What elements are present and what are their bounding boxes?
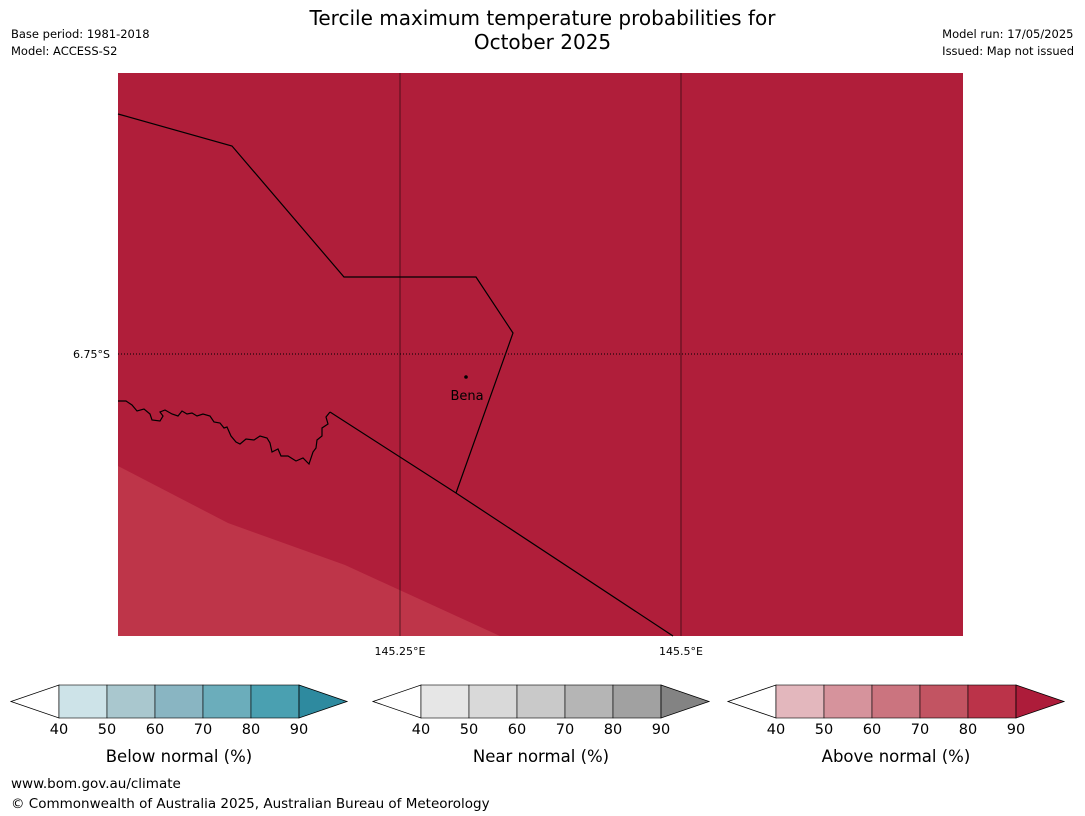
colorbar-tick-label: 80 xyxy=(604,722,622,738)
title-line-1: Tercile maximum temperature probabilitie… xyxy=(309,6,776,30)
colorbar-below-normal: 40 50 60 70 80 90 Below normal (%) xyxy=(9,684,349,766)
colorbar-extend-low xyxy=(371,684,422,719)
colorbar-extend-high xyxy=(660,684,711,719)
colorbar-segment xyxy=(468,684,518,719)
colorbar-extend-high xyxy=(298,684,349,719)
colorbar-segment xyxy=(871,684,921,719)
colorbar-tick-label: 40 xyxy=(767,722,785,738)
colorbar-segment xyxy=(823,684,873,719)
place-label-bena: Bena xyxy=(450,389,483,404)
issued-status: Issued: Map not issued xyxy=(942,44,1074,58)
colorbar-segment xyxy=(967,684,1017,719)
title-line-2: October 2025 xyxy=(473,30,612,54)
colorbar-tick-label: 40 xyxy=(412,722,430,738)
colorbar-extend-low xyxy=(9,684,60,719)
colorbar-tick-label: 70 xyxy=(556,722,574,738)
model-name: Model: ACCESS-S2 xyxy=(11,44,118,58)
probability-fill-lower xyxy=(118,466,500,636)
colorbar-tick-label: 60 xyxy=(508,722,526,738)
colorbar-tick-label: 40 xyxy=(50,722,68,738)
colorbar-above-normal: 40 50 60 70 80 90 Above normal (%) xyxy=(726,684,1066,766)
colorbar-tick-label: 70 xyxy=(194,722,212,738)
colorbar-tick-label: 60 xyxy=(146,722,164,738)
colorbar-segment xyxy=(58,684,108,719)
colorbar-title: Near normal (%) xyxy=(473,747,609,766)
colorbar-tick-label: 80 xyxy=(242,722,260,738)
colorbar-tick-label: 60 xyxy=(863,722,881,738)
colorbar-tick-label: 50 xyxy=(815,722,833,738)
map-title: Tercile maximum temperature probabilitie… xyxy=(0,6,1085,54)
bena-marker xyxy=(464,375,468,379)
colorbar-tick-label: 90 xyxy=(1007,722,1025,738)
base-period: Base period: 1981-2018 xyxy=(11,27,150,41)
colorbar-extend-low xyxy=(726,684,777,719)
colorbar-segment xyxy=(564,684,614,719)
meta-left: Base period: 1981-2018 Model: ACCESS-S2 xyxy=(11,26,150,60)
colorbar-segment xyxy=(154,684,204,719)
lon-label-1: 145.25°E xyxy=(375,645,426,658)
colorbar-title: Below normal (%) xyxy=(106,747,253,766)
copyright-text: © Commonwealth of Australia 2025, Austra… xyxy=(11,796,490,812)
colorbar-segment xyxy=(202,684,252,719)
colorbar-tick-label: 90 xyxy=(290,722,308,738)
colorbar-tick-label: 80 xyxy=(959,722,977,738)
map-panel: Bena 6.75°S 145.25°E 145.5°E xyxy=(73,73,963,658)
colorbar-segment xyxy=(420,684,470,719)
lon-label-2: 145.5°E xyxy=(659,645,703,658)
colorbar-legends: 40 50 60 70 80 90 Below normal (%) 40 50 60 70 80 9… xyxy=(9,684,1066,766)
meta-right: Model run: 17/05/2025 Issued: Map not is… xyxy=(942,26,1074,60)
colorbar-segment xyxy=(612,684,662,719)
colorbar-segment xyxy=(250,684,300,719)
colorbar-tick-label: 50 xyxy=(98,722,116,738)
colorbar-tick-label: 90 xyxy=(652,722,670,738)
footer: www.bom.gov.au/climate © Commonwealth of… xyxy=(11,774,490,814)
colorbar-segment xyxy=(775,684,825,719)
colorbar-segment xyxy=(516,684,566,719)
colorbar-extend-high xyxy=(1015,684,1066,719)
model-run: Model run: 17/05/2025 xyxy=(942,27,1074,41)
website-link[interactable]: www.bom.gov.au/climate xyxy=(11,776,181,792)
colorbar-tick-label: 50 xyxy=(460,722,478,738)
province-border-south xyxy=(329,411,674,637)
coastline xyxy=(118,400,331,466)
colorbar-near-normal: 40 50 60 70 80 90 Near normal (%) xyxy=(371,684,711,766)
colorbar-segment xyxy=(919,684,969,719)
colorbar-title: Above normal (%) xyxy=(822,747,971,766)
province-border-north xyxy=(117,113,514,494)
colorbar-tick-label: 70 xyxy=(911,722,929,738)
colorbar-segment xyxy=(106,684,156,719)
lat-label: 6.75°S xyxy=(73,348,110,361)
